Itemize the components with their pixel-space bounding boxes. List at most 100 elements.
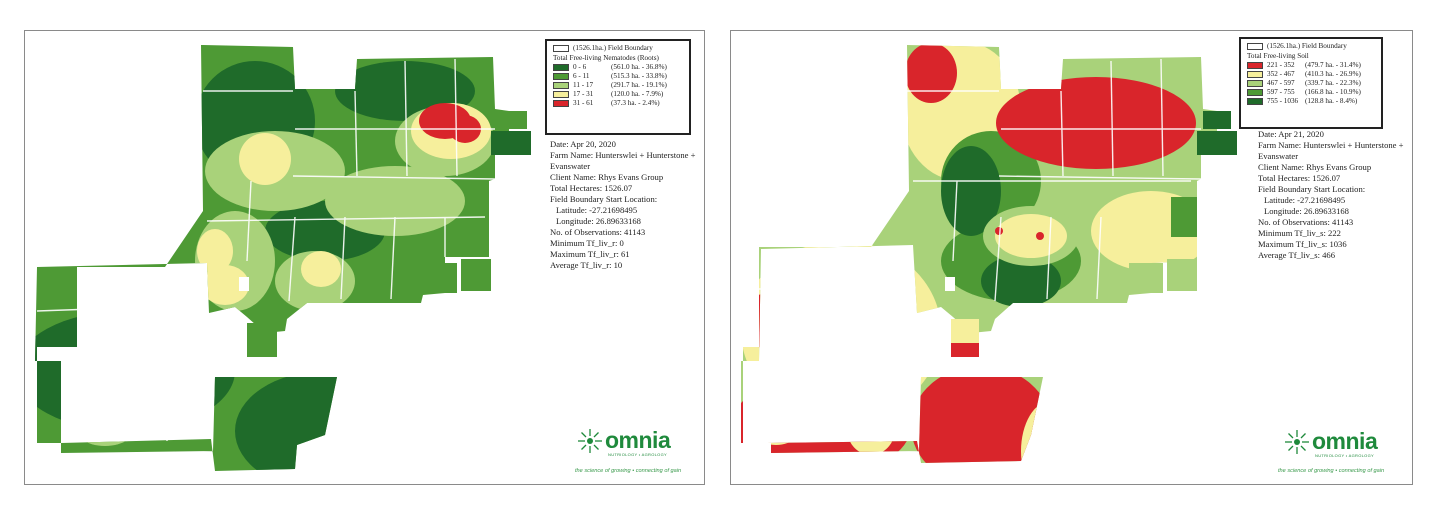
info-latitude: Latitude: -27.21698495 bbox=[556, 205, 638, 215]
field-boundary-swatch bbox=[1247, 43, 1263, 50]
right-field-detached bbox=[1167, 259, 1197, 291]
legend-class-row: 6 - 11 (515.3 ha. - 33.8%) bbox=[553, 72, 683, 81]
legend-swatch bbox=[1247, 89, 1263, 96]
info-farm-name: Farm Name: Hunterswlei + Hunterstone + E… bbox=[1258, 140, 1404, 161]
legend-swatch bbox=[1247, 62, 1263, 69]
legend-range: 6 - 11 bbox=[573, 72, 590, 80]
left-field-detached bbox=[423, 263, 457, 293]
legend-stat: (515.3 ha. - 33.8%) bbox=[611, 72, 667, 80]
legend-range: 755 - 1036 bbox=[1267, 97, 1299, 105]
left-field-detached bbox=[247, 323, 277, 357]
legend-class-row: 597 - 755 (166.8 ha. - 10.9%) bbox=[1247, 88, 1375, 97]
left-field-detached bbox=[461, 259, 491, 291]
legend-range: 352 - 467 bbox=[1267, 70, 1295, 78]
omnia-wordmark: omnia bbox=[605, 427, 671, 453]
omnia-logo: omnia NUTRIOLOGY • AGROLOGY bbox=[577, 427, 671, 457]
legend-swatch bbox=[553, 82, 569, 89]
left-field-detached bbox=[497, 111, 527, 129]
map-info-block: Date: Apr 20, 2020 Farm Name: Hunterswle… bbox=[550, 139, 700, 271]
right-field-detached bbox=[1203, 111, 1231, 129]
soil-map bbox=[741, 45, 1237, 463]
omnia-logo: omnia NUTRIOLOGY • AGROLOGY bbox=[1284, 428, 1378, 458]
omnia-subtitle: NUTRIOLOGY • AGROLOGY bbox=[608, 452, 667, 457]
legend-stat: (410.3 ha. - 26.9%) bbox=[1305, 70, 1361, 78]
legend-class-list: 221 - 352 (479.7 ha. - 31.4%) 352 - 467 … bbox=[1247, 61, 1375, 106]
map-legend: (1526.1ha.) Field Boundary Total Free-li… bbox=[1239, 37, 1383, 129]
legend-stat: (561.0 ha. - 36.8%) bbox=[611, 63, 667, 71]
legend-stat: (339.7 ha. - 22.3%) bbox=[1305, 79, 1361, 87]
legend-range: 11 - 17 bbox=[573, 81, 594, 89]
soil-map-panel: (1526.1ha.) Field Boundary Total Free-li… bbox=[730, 30, 1413, 485]
info-start-location-label: Field Boundary Start Location: bbox=[550, 194, 658, 204]
map-info-block: Date: Apr 21, 2020 Farm Name: Hunterswle… bbox=[1258, 129, 1408, 261]
nematode-roots-map bbox=[35, 45, 531, 471]
legend-swatch bbox=[1247, 98, 1263, 105]
legend-class-row: 17 - 31 (120.0 ha. - 7.9%) bbox=[553, 90, 683, 99]
legend-range: 221 - 352 bbox=[1267, 61, 1295, 69]
right-map-heat bbox=[741, 45, 1217, 463]
info-latitude: Latitude: -27.21698495 bbox=[1264, 195, 1346, 205]
omnia-tagline: the science of growing • connecting of g… bbox=[1278, 468, 1385, 474]
right-field-detached bbox=[1197, 131, 1237, 155]
info-total-hectares: Total Hectares: 1526.07 bbox=[550, 183, 633, 193]
legend-range: 31 - 61 bbox=[573, 99, 594, 107]
right-field-detached bbox=[951, 343, 979, 357]
info-farm-name: Farm Name: Hunterswlei + Hunterstone + E… bbox=[550, 150, 696, 171]
legend-class-list: 0 - 6 (561.0 ha. - 36.8%) 6 - 11 (515.3 … bbox=[553, 63, 683, 108]
legend-swatch bbox=[553, 64, 569, 71]
legend-title: Total Free-living Soil bbox=[1247, 52, 1309, 60]
right-field-detached bbox=[1129, 263, 1163, 293]
legend-stat: (166.8 ha. - 10.9%) bbox=[1305, 88, 1361, 96]
omnia-subtitle: NUTRIOLOGY • AGROLOGY bbox=[1315, 453, 1374, 458]
legend-boundary-label: (1526.1ha.) Field Boundary bbox=[573, 44, 653, 52]
legend-swatch bbox=[1247, 71, 1263, 78]
legend-class-row: 467 - 597 (339.7 ha. - 22.3%) bbox=[1247, 79, 1375, 88]
info-maximum: Maximum Tf_liv_r: 61 bbox=[550, 249, 630, 259]
info-minimum: Minimum Tf_liv_r: 0 bbox=[550, 238, 624, 248]
legend-boundary-label: (1526.1ha.) Field Boundary bbox=[1267, 42, 1347, 50]
legend-swatch bbox=[553, 100, 569, 107]
legend-stat: (37.3 ha. - 2.4%) bbox=[611, 99, 660, 107]
legend-class-row: 31 - 61 (37.3 ha. - 2.4%) bbox=[553, 99, 683, 108]
legend-class-row: 352 - 467 (410.3 ha. - 26.9%) bbox=[1247, 70, 1375, 79]
info-date: Date: Apr 21, 2020 bbox=[1258, 129, 1324, 139]
legend-swatch bbox=[1247, 80, 1263, 87]
legend-swatch bbox=[553, 73, 569, 80]
field-boundary-swatch bbox=[553, 45, 569, 52]
right-field-boundaries bbox=[758, 58, 1202, 442]
nematode-roots-map-panel: (1526.1ha.) Field Boundary Total Free-li… bbox=[24, 30, 705, 485]
legend-title: Total Free-living Nematodes (Roots) bbox=[553, 54, 659, 62]
info-client-name: Client Name: Rhys Evans Group bbox=[550, 172, 664, 182]
legend-class-row: 755 - 1036 (128.8 ha. - 8.4%) bbox=[1247, 97, 1375, 106]
right-field-detached bbox=[1171, 197, 1197, 237]
left-field-detached bbox=[491, 131, 531, 155]
info-longitude: Longitude: 26.89633168 bbox=[1264, 206, 1349, 216]
info-total-hectares: Total Hectares: 1526.07 bbox=[1258, 173, 1341, 183]
map-legend: (1526.1ha.) Field Boundary Total Free-li… bbox=[545, 39, 691, 135]
legend-range: 597 - 755 bbox=[1267, 88, 1295, 96]
left-field-boundaries bbox=[36, 58, 496, 442]
omnia-logo-mark-icon bbox=[578, 428, 602, 453]
omnia-tagline: the science of growing • connecting of g… bbox=[575, 468, 682, 474]
right-field-detached bbox=[951, 319, 979, 343]
info-client-name: Client Name: Rhys Evans Group bbox=[1258, 162, 1372, 172]
info-longitude: Longitude: 26.89633168 bbox=[556, 216, 641, 226]
legend-class-row: 11 - 17 (291.7 ha. - 19.1%) bbox=[553, 81, 683, 90]
legend-range: 467 - 597 bbox=[1267, 79, 1295, 87]
omnia-logo-mark-icon bbox=[1285, 429, 1309, 454]
info-maximum: Maximum Tf_liv_s: 1036 bbox=[1258, 239, 1347, 249]
legend-stat: (479.7 ha. - 31.4%) bbox=[1305, 61, 1361, 69]
info-average: Average Tf_liv_r: 10 bbox=[550, 260, 623, 270]
legend-range: 17 - 31 bbox=[573, 90, 594, 98]
legend-class-row: 0 - 6 (561.0 ha. - 36.8%) bbox=[553, 63, 683, 72]
info-average: Average Tf_liv_s: 466 bbox=[1258, 250, 1336, 260]
info-minimum: Minimum Tf_liv_s: 222 bbox=[1258, 228, 1341, 238]
legend-stat: (128.8 ha. - 8.4%) bbox=[1305, 97, 1358, 105]
info-observations: No. of Observations: 41143 bbox=[1258, 217, 1354, 227]
legend-class-row: 221 - 352 (479.7 ha. - 31.4%) bbox=[1247, 61, 1375, 70]
legend-stat: (120.0 ha. - 7.9%) bbox=[611, 90, 664, 98]
info-start-location-label: Field Boundary Start Location: bbox=[1258, 184, 1366, 194]
info-observations: No. of Observations: 41143 bbox=[550, 227, 646, 237]
legend-swatch bbox=[553, 91, 569, 98]
legend-range: 0 - 6 bbox=[573, 63, 587, 71]
